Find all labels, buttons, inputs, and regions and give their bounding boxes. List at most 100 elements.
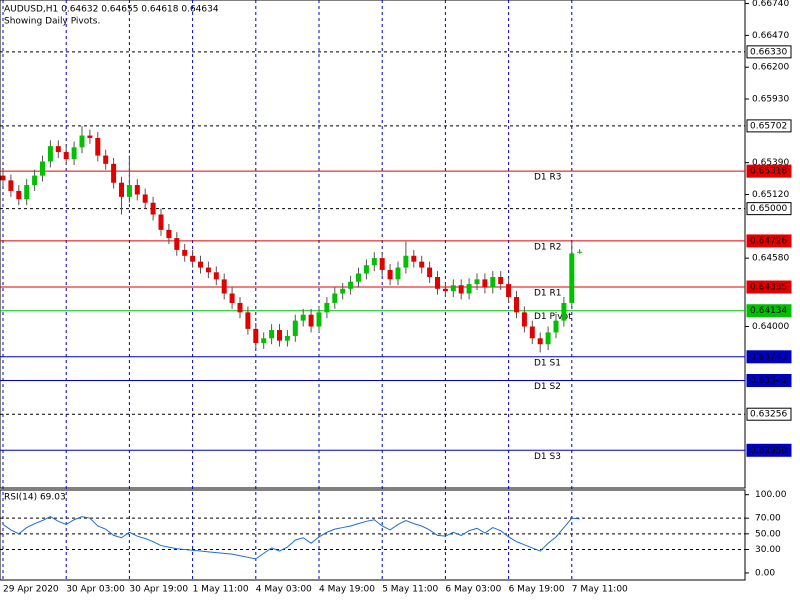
y-tick-label: 0.66470 xyxy=(752,31,789,41)
main-frame xyxy=(0,0,746,489)
candle-body xyxy=(419,261,425,268)
candle-body xyxy=(379,258,385,270)
candle-body xyxy=(24,185,30,200)
candle-body xyxy=(71,147,77,160)
candle-body xyxy=(292,320,298,336)
candle-body xyxy=(356,273,361,282)
price-box-label: 0.66330 xyxy=(750,47,787,57)
candle-body xyxy=(498,277,504,285)
candle-body xyxy=(324,302,330,313)
level-name: D1 S2 xyxy=(534,382,561,392)
candle-body xyxy=(119,182,124,197)
chart-subtitle: Showing Daily Pivots. xyxy=(4,17,100,27)
candle-body xyxy=(190,255,196,262)
price-box xyxy=(746,443,792,457)
candle-body xyxy=(577,251,583,253)
candle-body xyxy=(63,152,69,160)
y-tick-label: 0.65930 xyxy=(752,95,789,105)
y-tick-label: 0.64000 xyxy=(752,322,789,332)
candle-body xyxy=(253,328,259,344)
candle-body xyxy=(55,146,61,153)
candle-body xyxy=(506,284,512,298)
candle-body xyxy=(16,190,22,200)
price-box-label: 0.65000 xyxy=(750,204,787,214)
candle-body xyxy=(8,180,14,191)
candle-body xyxy=(111,163,117,183)
candle-body xyxy=(269,330,275,339)
candle-body xyxy=(521,312,527,327)
price-box xyxy=(746,350,792,364)
price-box xyxy=(746,280,792,294)
candle-body xyxy=(277,330,282,341)
price-box xyxy=(746,45,792,59)
price-box-label: 0.62950 xyxy=(750,446,787,456)
price-box xyxy=(746,202,792,216)
candle-body xyxy=(229,293,235,303)
y-tick-label: 50.00 xyxy=(755,529,781,539)
candle-body xyxy=(482,279,488,288)
candle-body xyxy=(348,281,354,289)
price-box-label: 0.63256 xyxy=(750,410,787,420)
candle-body xyxy=(387,269,393,280)
candle-body xyxy=(435,277,440,289)
x-tick-label: 5 May 11:00 xyxy=(382,585,438,595)
level-name: D1 R3 xyxy=(534,173,562,183)
x-tick-label: 1 May 11:00 xyxy=(193,585,249,595)
candle-body xyxy=(198,261,203,268)
candle-body xyxy=(205,267,211,273)
level-name: D1 R2 xyxy=(534,242,562,252)
candle-body xyxy=(213,272,219,280)
candle-body xyxy=(237,302,243,313)
x-tick-label: 4 May 19:00 xyxy=(319,585,375,595)
candle-body xyxy=(142,194,148,203)
candle-body xyxy=(340,288,346,294)
level-name: D1 Pivot xyxy=(534,312,572,322)
candle-body xyxy=(126,185,132,197)
candle-body xyxy=(103,155,109,164)
candle-body xyxy=(158,214,164,230)
price-box-label: 0.65318 xyxy=(750,167,787,177)
rsi-frame xyxy=(0,489,746,581)
level-name: D1 R1 xyxy=(534,289,562,299)
candle-body xyxy=(529,326,535,339)
rsi-title: RSI(14) 69.03 xyxy=(4,493,66,503)
y-tick-label: 0.64580 xyxy=(752,254,789,264)
candle-body xyxy=(553,320,559,333)
candle-body xyxy=(0,175,6,181)
candle-body xyxy=(87,135,93,138)
x-tick-label: 29 Apr 2020 xyxy=(3,585,59,595)
candle-body xyxy=(47,146,53,162)
price-box xyxy=(746,119,792,133)
level-name: D1 S1 xyxy=(534,358,561,368)
candle-body xyxy=(182,249,188,256)
x-tick-label: 7 May 11:00 xyxy=(572,585,628,595)
candle-body xyxy=(261,338,267,344)
price-box xyxy=(746,304,792,318)
candle-body xyxy=(442,288,448,292)
y-tick-label: 0.66200 xyxy=(752,63,789,73)
y-tick-label: 30.00 xyxy=(755,545,781,555)
price-box-label: 0.64335 xyxy=(750,283,787,293)
y-tick-label: 0.65120 xyxy=(752,190,789,200)
candle-body xyxy=(514,297,519,313)
candle-body xyxy=(245,312,251,329)
candle-body xyxy=(40,161,45,176)
candle-body xyxy=(537,338,543,345)
y-tick-label: 0.00 xyxy=(755,568,775,578)
candle-body xyxy=(221,279,227,294)
y-tick-label: 0.66740 xyxy=(752,0,789,9)
candle-body xyxy=(150,202,156,215)
x-tick-label: 4 May 03:00 xyxy=(256,585,312,595)
candle-body xyxy=(300,314,306,321)
price-box-label: 0.63743 xyxy=(750,352,787,362)
candle-body xyxy=(569,253,575,303)
candle-body xyxy=(458,285,464,294)
candle-body xyxy=(284,335,290,341)
candle-body xyxy=(561,302,567,321)
chart-title: AUDUSD,H1 0.64632 0.64655 0.64618 0.6463… xyxy=(4,5,219,15)
candle-body xyxy=(427,267,433,278)
rsi-line xyxy=(2,516,580,560)
candle-body xyxy=(316,312,322,327)
